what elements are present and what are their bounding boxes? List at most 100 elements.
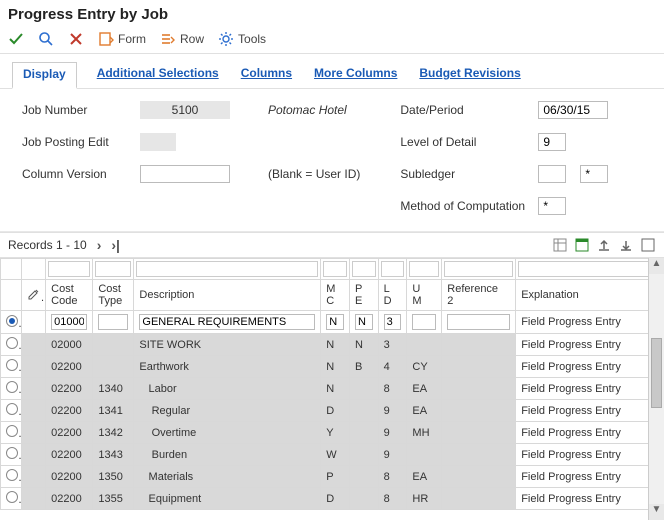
filter-description[interactable] [136,261,318,277]
filter-explanation[interactable] [518,261,657,277]
table-row[interactable]: Field Progress Entry [1,311,660,334]
filter-row [1,259,660,280]
filter-pe[interactable] [352,261,376,277]
filter-ld[interactable] [381,261,405,277]
col-pe[interactable]: P E [349,280,378,311]
row-select-radio[interactable] [6,425,18,437]
job-number-value: 5100 [140,101,230,119]
form-left-column: Job Number 5100 Potomac Hotel Job Postin… [22,99,360,217]
scroll-down-icon[interactable]: ▼ [649,504,664,520]
row-select-radio[interactable] [6,315,18,327]
cell-pe-input[interactable] [355,314,373,330]
cell-mc: D [321,400,350,422]
cell-mc-input[interactable] [326,314,344,330]
cell-ref2-input[interactable] [447,314,510,330]
cell-cost-code-input[interactable] [51,314,87,330]
cell-description [134,311,321,334]
filter-um[interactable] [409,261,439,277]
subledger-label: Subledger [400,167,530,181]
grid-wrapper: Cost Code Cost Type Description M C P E … [0,258,664,520]
header-row: Cost Code Cost Type Description M C P E … [1,280,660,311]
tab-additional-selections[interactable]: Additional Selections [95,62,221,88]
tab-budget-revisions[interactable]: Budget Revisions [417,62,522,88]
col-ld[interactable]: L D [378,280,407,311]
last-page-icon[interactable]: ›| [111,237,120,253]
cell-mc: N [321,356,350,378]
scroll-up-icon[interactable]: ▲ [649,258,664,274]
edit-column-header[interactable] [21,280,46,311]
search-icon[interactable] [38,31,54,47]
cell-ld: 9 [378,400,407,422]
subledger-type-input[interactable] [580,165,608,183]
row-select-radio[interactable] [6,359,18,371]
tab-columns[interactable]: Columns [239,62,294,88]
filter-mc[interactable] [323,261,347,277]
cell-description: SITE WORK [134,334,321,356]
table-row[interactable]: 022001340 LaborN8EAField Progress Entry [1,378,660,400]
row-select-radio[interactable] [6,381,18,393]
cell-mc: N [321,334,350,356]
column-version-label: Column Version [22,167,132,181]
cell-um-input[interactable] [412,314,436,330]
scroll-thumb[interactable] [651,338,662,408]
table-row[interactable]: 02200EarthworkNB4CYField Progress Entry [1,356,660,378]
table-row[interactable]: 022001341 RegularD9EAField Progress Entr… [1,400,660,422]
cell-um [407,334,442,356]
col-explanation[interactable]: Explanation [516,280,660,311]
tab-more-columns[interactable]: More Columns [312,62,399,88]
row-menu-label: Row [180,32,204,46]
cell-explanation: Field Progress Entry [516,334,660,356]
table-row[interactable]: 02000SITE WORKNN3Field Progress Entry [1,334,660,356]
cell-ld: 4 [378,356,407,378]
cell-cost-type: 1341 [93,400,134,422]
table-row[interactable]: 022001350 MaterialsP8EAField Progress En… [1,466,660,488]
upload-icon[interactable] [596,237,612,253]
filter-cost-type[interactable] [95,261,131,277]
close-x-icon[interactable] [68,31,84,47]
export-grid-icon[interactable] [574,237,590,253]
row-select-radio[interactable] [6,403,18,415]
subledger-input[interactable] [538,165,566,183]
cell-cost-type-input[interactable] [98,314,128,330]
col-mc[interactable]: M C [321,280,350,311]
row-select-radio[interactable] [6,491,18,503]
row-select-radio[interactable] [6,469,18,481]
form-right-column: Date/Period Level of Detail Subledger Me… [400,99,608,217]
tab-display[interactable]: Display [12,62,77,89]
next-page-icon[interactable]: › [97,237,102,253]
cell-description-input[interactable] [139,314,315,330]
filter-ref2[interactable] [444,261,513,277]
customize-grid-icon[interactable] [552,237,568,253]
table-row[interactable]: 022001355 EquipmentD8HRField Progress En… [1,488,660,510]
cell-explanation: Field Progress Entry [516,378,660,400]
method-input[interactable] [538,197,566,215]
row-icon [160,31,176,47]
cell-cost-type: 1342 [93,422,134,444]
col-cost-type[interactable]: Cost Type [93,280,134,311]
vertical-scrollbar[interactable]: ▲ ▼ [648,258,664,520]
table-row[interactable]: 022001343 BurdenW9Field Progress Entry [1,444,660,466]
maximize-grid-icon[interactable] [640,237,656,253]
filter-cost-code[interactable] [48,261,90,277]
tools-menu[interactable]: Tools [218,31,266,47]
col-cost-code[interactable]: Cost Code [46,280,93,311]
col-description[interactable]: Description [134,280,321,311]
download-icon[interactable] [618,237,634,253]
ok-check-icon[interactable] [8,31,24,47]
col-um[interactable]: U M [407,280,442,311]
row-select-radio[interactable] [6,447,18,459]
level-of-detail-input[interactable] [538,133,566,151]
method-label: Method of Computation [400,199,530,213]
column-version-input[interactable] [140,165,230,183]
cell-cost-type: 1343 [93,444,134,466]
row-select-radio[interactable] [6,337,18,349]
cell-ld: 9 [378,422,407,444]
row-menu[interactable]: Row [160,31,204,47]
form-menu[interactable]: Form [98,31,146,47]
cell-pe: B [349,356,378,378]
cell-ld-input[interactable] [384,314,402,330]
date-period-input[interactable] [538,101,608,119]
table-row[interactable]: 022001342 OvertimeY9MHField Progress Ent… [1,422,660,444]
cell-cost-type [93,334,134,356]
col-ref2[interactable]: Reference 2 [442,280,516,311]
